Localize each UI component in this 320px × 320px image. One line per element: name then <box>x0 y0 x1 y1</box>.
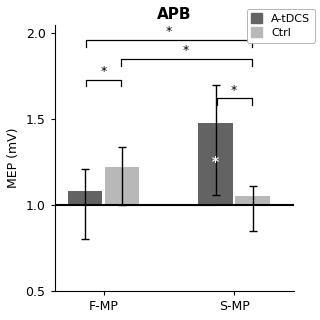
Bar <box>235 196 270 205</box>
Legend: A-tDCS, Ctrl: A-tDCS, Ctrl <box>247 9 315 43</box>
Title: APB: APB <box>157 7 192 22</box>
Text: *: * <box>183 44 189 57</box>
Text: *: * <box>100 65 107 78</box>
Bar <box>105 167 140 205</box>
Text: *: * <box>212 155 219 169</box>
Y-axis label: MEP (mV): MEP (mV) <box>7 127 20 188</box>
Text: *: * <box>231 84 237 97</box>
Bar <box>198 123 233 205</box>
Text: *: * <box>166 25 172 38</box>
Bar <box>68 191 102 205</box>
